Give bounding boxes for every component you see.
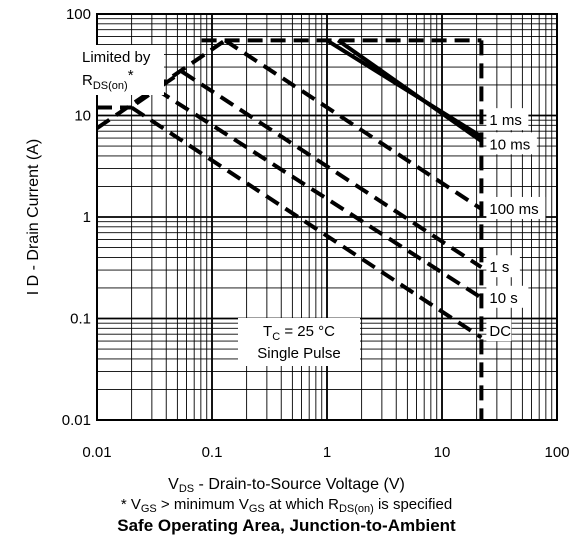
footnote-a-sub: GS [140,503,157,515]
series-labels: 1 ms 10 ms 100 ms 1 s 10 s DC [486,108,546,342]
rdson-label: RDS(on)* [82,67,134,92]
series-line-DC [130,105,483,340]
y-axis-label: I D - Drain Current (A) [25,139,42,295]
y-tick-label: 10 [74,108,91,125]
series-label: 1 ms [489,112,522,129]
rdson-r: R [82,72,93,89]
series-label: 1 s [489,259,509,276]
series-line-10-ms [336,38,483,143]
footnote-b: > minimum V [156,496,249,513]
x-tick-label: 0.01 [82,444,111,461]
series-label-bg [486,319,512,342]
single-pulse-label: Single Pulse [257,345,340,362]
series-rise-1-s [160,70,184,88]
y-tick-label: 100 [66,6,91,23]
y-tick-labels: 0.01 0.1 1 10 100 [62,6,91,429]
tc-label-bg [238,318,360,366]
tc-rest: = 25 °C [280,323,335,340]
series-label: DC [489,323,511,340]
series-line-10-s [155,87,483,300]
soa-chart: 0.01 0.1 1 10 100 0.01 0.1 1 10 100 I D - Drain … [25,6,570,461]
series-label-bg [486,108,529,131]
series-label-bg [486,285,529,308]
x-axis-label-rest: - Drain-to-Source Voltage (V) [194,476,405,493]
series-line-1-s [181,70,483,269]
curves [95,38,484,420]
footnote-c: at which R [264,496,339,513]
series-label-bg [486,132,537,155]
series-label: 10 ms [489,136,530,153]
footnote-a: * V [120,496,141,513]
footnote: * VGS > minimum VGS at which RDS(on) is … [0,496,573,515]
x-axis-label-sub: DS [178,483,195,495]
plot-frame [96,13,558,421]
limited-by-label: Limited by [82,49,151,66]
x-tick-label: 1 [323,444,331,461]
series-label-bg [486,196,546,219]
x-axis-label: VDS - Drain-to-Source Voltage (V) [0,476,573,495]
chart-title: Safe Operating Area, Junction-to-Ambient [117,516,456,535]
tc-label: TC = 25 °C [263,323,335,343]
series-rise-10-s [135,87,158,106]
series-label-bg [486,255,520,278]
series-line-100-ms [224,38,483,211]
x-tick-label: 100 [544,444,569,461]
footnote-b-sub: GS [248,503,265,515]
y-tick-label: 0.1 [70,311,91,328]
y-tick-label: 0.01 [62,412,91,429]
series-label: 10 s [489,290,517,307]
x-tick-labels: 0.01 0.1 1 10 100 [82,444,569,461]
tc-t: T [263,323,272,340]
footnote-d: is specified [373,496,453,513]
x-tick-label: 0.1 [202,444,223,461]
rdson-star: * [128,67,134,84]
series-label: 100 ms [489,201,538,218]
x-tick-label: 10 [434,444,451,461]
rdson-sub: DS(on) [93,80,128,92]
y-tick-label: 1 [83,209,91,226]
limited-label-bg [78,45,164,95]
annotations: Limited by RDS(on)* TC = 25 °C Single Pu… [78,45,360,366]
footnote-c-sub: DS(on) [338,503,374,515]
x-axis-label-v: V [168,476,179,493]
tc-sub: C [272,331,280,343]
